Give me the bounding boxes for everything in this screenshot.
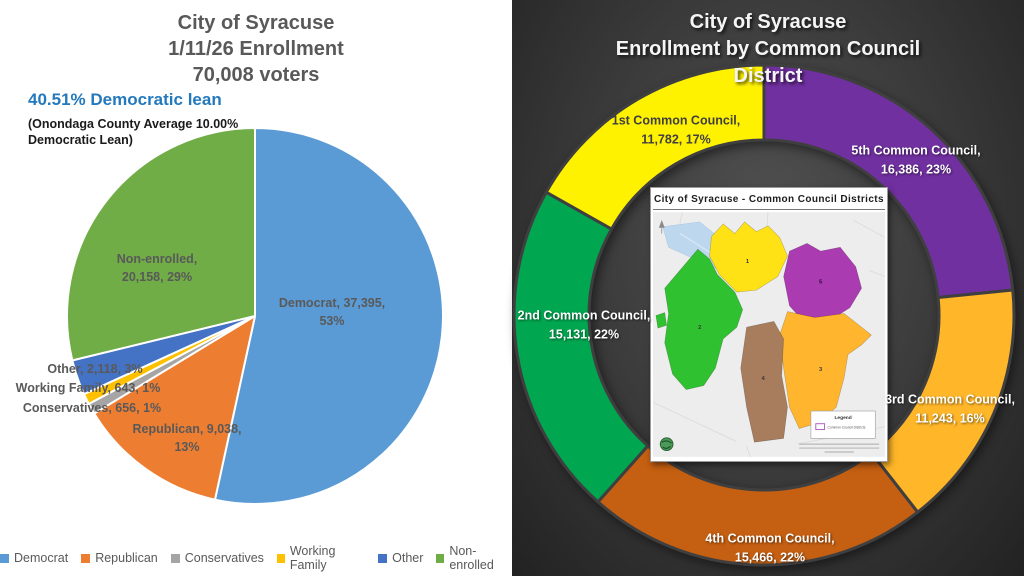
map-district-numbers: 1 2 3 4 5 bbox=[698, 259, 823, 382]
left-title-line-1: City of Syracuse bbox=[177, 12, 335, 34]
slice-1st-common-council bbox=[544, 63, 766, 231]
legend-swatch-working-family bbox=[276, 553, 285, 563]
republican-slice-label: Republican, 9,038, 13% bbox=[132, 421, 242, 454]
slice-republican bbox=[93, 315, 256, 501]
map-district-2 bbox=[664, 248, 743, 390]
left-title-line-3: 70,008 voters bbox=[192, 64, 320, 86]
legend-item-republican: Republican bbox=[81, 551, 158, 565]
right-title-line-2: Enrollment by Common Council bbox=[615, 38, 921, 60]
right-title-line-1: City of Syracuse bbox=[689, 11, 847, 33]
map-legend-item-label: Common Council Districts bbox=[827, 426, 865, 430]
map-source-text bbox=[799, 443, 880, 453]
legend-item-conservatives: Conservatives bbox=[170, 551, 264, 565]
map-logo bbox=[659, 437, 674, 451]
district-2-label: 2nd Common Council, 15,131, 22% bbox=[517, 308, 651, 341]
map-graphic: 1 2 3 4 5 Legend Common Council District… bbox=[652, 212, 886, 457]
left-chart-title: City of Syracuse 1/11/26 Enrollment 70,0… bbox=[0, 10, 512, 88]
district-4-label: 4th Common Council, 15,466, 22% bbox=[705, 531, 835, 564]
district-5-label: 5th Common Council, 16,386, 23% bbox=[851, 143, 981, 176]
legend-swatch-republican bbox=[81, 553, 91, 563]
map-title: City of Syracuse - Common Council Distri… bbox=[653, 190, 885, 210]
map-district-2-exclave bbox=[655, 312, 667, 329]
district-1-label: 1st Common Council, 11,782, 17% bbox=[611, 113, 741, 146]
left-title-line-2: 1/11/26 Enrollment bbox=[168, 38, 344, 60]
other-slice-label: Other, 2,118, 3% bbox=[47, 361, 143, 376]
map-number-3: 3 bbox=[819, 367, 823, 373]
map-number-4: 4 bbox=[762, 376, 766, 382]
pie-legend: Democrat Republican Conservatives Workin… bbox=[0, 544, 512, 572]
district-3-label: 3rd Common Council, 11,243, 16% bbox=[885, 392, 1015, 425]
legend-swatch-non-enrolled bbox=[436, 553, 445, 563]
county-average-note-line-2: Democratic Lean) bbox=[28, 133, 133, 147]
democrat-slice-label: Democrat, 37,395, 53% bbox=[278, 295, 386, 328]
map-north-arrow bbox=[658, 219, 665, 234]
legend-item-non-enrolled: Non-enrolled bbox=[436, 544, 512, 572]
slice-non-enrolled bbox=[66, 127, 256, 362]
map-legend: Legend Common Council Districts bbox=[810, 410, 876, 439]
map-number-2: 2 bbox=[698, 325, 702, 331]
map-district-4 bbox=[740, 321, 788, 443]
legend-item-democrat: Democrat bbox=[0, 551, 68, 565]
map-district-5 bbox=[783, 243, 862, 324]
map-number-1: 1 bbox=[746, 259, 750, 265]
non-enrolled-slice-label: Non-enrolled, 20,158, 29% bbox=[116, 251, 198, 284]
map-district-3 bbox=[779, 311, 872, 429]
democratic-lean-headline: 40.51% Democratic lean bbox=[28, 90, 222, 109]
working-family-slice-label: Working Family, 643, 1% bbox=[15, 380, 161, 395]
county-average-note: (Onondaga County Average 10.00% Democrat… bbox=[28, 116, 238, 148]
enrollment-pie-chart bbox=[66, 127, 444, 505]
legend-item-other: Other bbox=[378, 551, 423, 565]
enrollment-pie-panel: City of Syracuse 1/11/26 Enrollment 70,0… bbox=[0, 10, 512, 572]
slice-2nd-common-council bbox=[512, 190, 650, 504]
conservatives-slice-label: Conservatives, 656, 1% bbox=[22, 400, 162, 415]
district-map: City of Syracuse - Common Council Distri… bbox=[650, 187, 888, 462]
county-average-note-line-1: (Onondaga County Average 10.00% bbox=[28, 117, 239, 131]
map-district-1 bbox=[709, 221, 788, 293]
legend-swatch-democrat bbox=[0, 553, 9, 563]
right-title-line-3: District bbox=[733, 65, 803, 87]
map-number-5: 5 bbox=[819, 279, 823, 285]
right-chart-title: City of Syracuse Enrollment by Common Co… bbox=[512, 9, 1024, 90]
map-legend-title: Legend bbox=[834, 415, 851, 421]
slice-democrat bbox=[213, 127, 444, 505]
legend-item-working-family: Working Family bbox=[276, 544, 365, 572]
legend-swatch-other bbox=[378, 553, 388, 563]
map-legend-swatch bbox=[815, 423, 826, 431]
legend-swatch-conservatives bbox=[170, 553, 180, 563]
district-donut-panel: City of Syracuse Enrollment by Common Co… bbox=[512, 0, 1024, 576]
district-donut-chart bbox=[512, 63, 1016, 567]
